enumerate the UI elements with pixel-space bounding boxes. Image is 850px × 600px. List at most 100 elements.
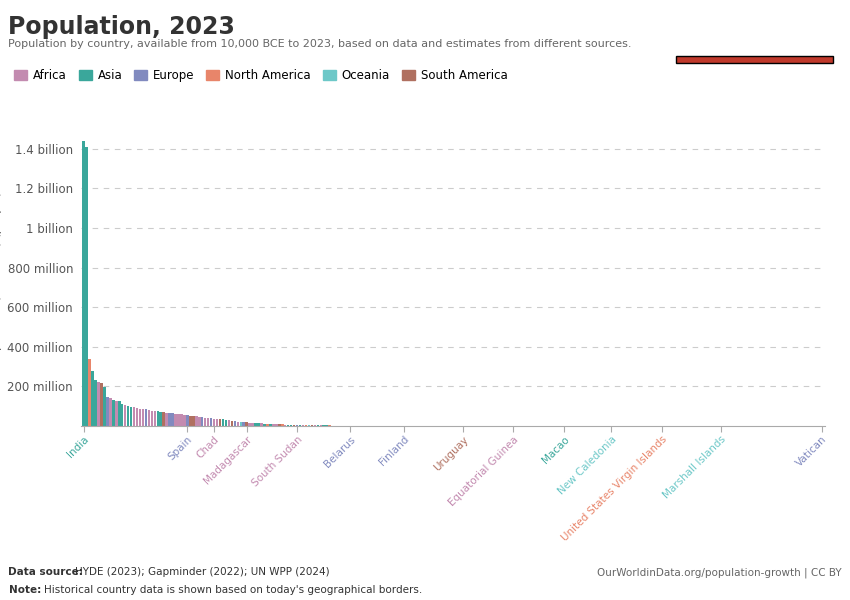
Bar: [287, 425, 290, 426]
Bar: [224, 419, 227, 426]
Bar: [172, 413, 174, 426]
Bar: [166, 413, 168, 426]
Text: Marshall Islands: Marshall Islands: [661, 434, 728, 501]
FancyBboxPatch shape: [676, 56, 833, 63]
Bar: [308, 425, 310, 426]
Bar: [118, 401, 121, 426]
Text: New Caledonia: New Caledonia: [556, 434, 618, 497]
Bar: [212, 419, 215, 426]
Text: Macao: Macao: [540, 434, 571, 465]
Text: OurWorldinData.org/population-growth | CC BY: OurWorldinData.org/population-growth | C…: [597, 567, 842, 577]
Text: Our World
in Data: Our World in Data: [719, 13, 790, 42]
Text: Madagascar: Madagascar: [202, 434, 254, 486]
Bar: [168, 413, 171, 426]
Text: Equatorial Guinea: Equatorial Guinea: [447, 434, 520, 508]
Bar: [130, 407, 133, 426]
Bar: [112, 400, 115, 426]
Bar: [310, 425, 313, 426]
Bar: [290, 425, 292, 426]
Text: Vatican: Vatican: [794, 434, 829, 469]
Bar: [88, 359, 91, 426]
Bar: [260, 424, 263, 426]
Bar: [162, 412, 165, 426]
Text: India: India: [65, 434, 91, 460]
Bar: [97, 382, 99, 426]
Bar: [109, 398, 111, 426]
Bar: [316, 425, 319, 426]
Bar: [210, 418, 212, 426]
Bar: [252, 423, 254, 426]
Bar: [228, 420, 230, 426]
Bar: [192, 416, 195, 426]
Text: Population, 2023: Population, 2023: [8, 15, 235, 39]
Bar: [91, 371, 94, 426]
Text: Uruguay: Uruguay: [432, 434, 470, 473]
Text: Historical country data is shown based on today's geographical borders.: Historical country data is shown based o…: [44, 585, 422, 595]
Bar: [293, 425, 295, 426]
Bar: [236, 422, 239, 426]
Bar: [139, 409, 141, 426]
Bar: [230, 421, 233, 426]
Bar: [281, 424, 284, 426]
Bar: [302, 425, 304, 426]
Bar: [154, 411, 156, 426]
Bar: [127, 406, 129, 426]
Bar: [94, 380, 97, 426]
Bar: [222, 419, 224, 426]
Bar: [178, 414, 180, 426]
Bar: [296, 425, 298, 426]
Bar: [174, 413, 177, 426]
Bar: [148, 410, 150, 426]
Text: Chad: Chad: [195, 434, 221, 460]
Bar: [248, 422, 251, 426]
Text: Belarus: Belarus: [322, 434, 358, 469]
Bar: [195, 416, 197, 426]
Text: South Sudan: South Sudan: [250, 434, 304, 488]
Bar: [142, 409, 145, 426]
Bar: [240, 422, 242, 426]
Text: Spain: Spain: [167, 434, 195, 462]
Bar: [156, 412, 159, 426]
Bar: [136, 408, 139, 426]
Text: United States Virgin Islands: United States Virgin Islands: [559, 434, 669, 544]
Bar: [106, 397, 109, 426]
Bar: [266, 424, 269, 426]
Bar: [160, 412, 162, 426]
Text: Data source:: Data source:: [8, 567, 83, 577]
Bar: [272, 424, 275, 426]
Bar: [82, 141, 85, 426]
Bar: [186, 415, 189, 426]
Bar: [246, 422, 248, 426]
Bar: [103, 388, 105, 426]
Bar: [304, 425, 307, 426]
Bar: [242, 422, 245, 426]
Bar: [298, 425, 301, 426]
Bar: [216, 419, 218, 426]
Bar: [269, 424, 272, 426]
Bar: [124, 406, 127, 426]
Y-axis label: Population (historical) (people): Population (historical) (people): [0, 191, 2, 364]
Bar: [258, 423, 260, 426]
Bar: [184, 415, 185, 426]
Legend: Africa, Asia, Europe, North America, Oceania, South America: Africa, Asia, Europe, North America, Oce…: [14, 69, 507, 82]
Bar: [85, 147, 88, 426]
Bar: [133, 407, 135, 426]
Bar: [115, 401, 117, 426]
Text: Note:: Note:: [8, 585, 41, 595]
Bar: [218, 419, 221, 426]
Bar: [314, 425, 316, 426]
Bar: [150, 411, 153, 426]
Bar: [234, 421, 236, 426]
Bar: [320, 425, 322, 426]
Bar: [198, 417, 201, 426]
Bar: [264, 424, 266, 426]
Bar: [204, 418, 207, 426]
Text: Finland: Finland: [377, 434, 411, 468]
Text: HYDE (2023); Gapminder (2022); UN WPP (2024): HYDE (2023); Gapminder (2022); UN WPP (2…: [75, 567, 330, 577]
Bar: [121, 404, 123, 426]
Bar: [180, 414, 183, 426]
Bar: [100, 383, 103, 426]
Text: Population by country, available from 10,000 BCE to 2023, based on data and esti: Population by country, available from 10…: [8, 39, 632, 49]
Bar: [275, 424, 278, 426]
Bar: [144, 409, 147, 426]
